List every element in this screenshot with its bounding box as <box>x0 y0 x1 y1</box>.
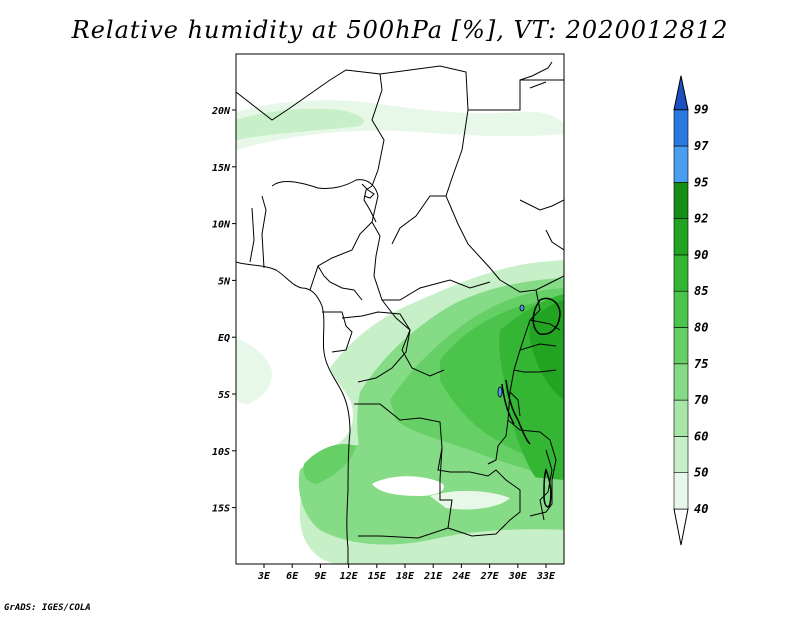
colorbar-band <box>673 399 689 437</box>
lon-tick-label: 9E <box>314 571 327 582</box>
lon-tick-label: 12E <box>340 571 359 582</box>
colorbar-high-triangle <box>673 75 689 111</box>
lon-tick-label: 3E <box>257 571 271 582</box>
lon-tick-label: 30E <box>508 571 528 582</box>
red-sea-coast <box>519 61 553 89</box>
colorbar-band <box>673 290 689 328</box>
border-angola-drc <box>354 403 470 473</box>
lon-tick-label: 15E <box>368 571 387 582</box>
border-sudan-south <box>391 195 446 245</box>
colorbar-band <box>673 182 689 219</box>
lat-tick-label: 15N <box>212 163 231 174</box>
colorbar-label: 75 <box>694 357 708 371</box>
colorbar-label: 99 <box>694 103 708 117</box>
border-malawi <box>539 449 553 521</box>
lon-tick-label: 21E <box>423 571 443 582</box>
border-ethiopia <box>519 199 564 251</box>
lake-malawi-outline <box>543 467 552 508</box>
lat-tick-label: 10N <box>212 220 231 231</box>
border-drc-congo <box>341 311 411 383</box>
border-east-lakes <box>513 319 561 373</box>
lon-tick-label: 18E <box>396 571 415 582</box>
lake-chad-region <box>361 183 375 199</box>
lat-tick-label: 20N <box>211 106 231 117</box>
border-cameroon-car <box>371 221 491 301</box>
colorbar-low-triangle <box>673 508 689 546</box>
border-angola-zambia <box>358 447 453 539</box>
humidity-region-west-coast <box>236 338 272 404</box>
software-credit: GrADS: IGES/COLA <box>4 603 91 613</box>
colorbar-label: 80 <box>694 321 708 335</box>
lon-tick-label: 27E <box>480 571 500 582</box>
colorbar-label: 92 <box>694 212 708 226</box>
colorbar-label: 70 <box>694 393 708 407</box>
humidity-region-southwest-70 <box>303 444 356 484</box>
lake-kivu-marker <box>497 304 525 398</box>
colorbar-label: 60 <box>694 429 708 443</box>
lake-tanganyika-outline <box>501 379 531 445</box>
colorbar-band <box>673 436 689 473</box>
colorbar-band <box>673 145 689 183</box>
colorbar-band <box>673 218 689 256</box>
lat-tick-label: 10S <box>212 447 230 458</box>
political-borders <box>236 61 564 564</box>
map-title: Relative humidity at 500hPa [%], VT: 202… <box>71 16 729 44</box>
map-frame <box>235 53 565 565</box>
colorbar: 40 50 60 70 75 80 85 90 92 95 97 99 <box>673 75 709 546</box>
humidity-region-dry-pocket-2 <box>430 490 510 510</box>
lat-tick-label: 5N <box>218 276 231 287</box>
border-gabon <box>322 311 353 353</box>
latitude-axis: 20N 15N 10N 5N EQ 5S 10S 15S <box>211 106 236 515</box>
lat-tick-label: EQ <box>218 333 230 344</box>
lon-tick-label: 33E <box>536 571 556 582</box>
border-nigeria <box>271 179 379 291</box>
colorbar-band <box>673 472 689 510</box>
humidity-field <box>236 100 564 564</box>
border-tanganyika <box>487 391 521 465</box>
border-chad-sudan <box>379 65 501 281</box>
coastline-lake-victoria <box>532 297 561 335</box>
border-libya-sudan <box>468 79 564 111</box>
colorbar-label: 40 <box>694 502 708 516</box>
coastline-west-africa <box>236 261 351 564</box>
lon-tick-label: 6E <box>286 571 299 582</box>
lat-tick-label: 15S <box>212 504 230 515</box>
colorbar-label: 90 <box>694 248 708 262</box>
colorbar-label: 50 <box>694 466 708 480</box>
border-chad-car <box>363 185 377 223</box>
colorbar-label: 97 <box>694 139 709 153</box>
colorbar-label: 95 <box>694 175 708 189</box>
border-benin-togo <box>249 195 267 269</box>
colorbar-band <box>673 109 689 147</box>
colorbar-band <box>673 363 689 401</box>
humidity-region-east-92 <box>529 300 564 400</box>
lat-tick-label: 5S <box>218 390 230 401</box>
colorbar-band <box>673 254 689 292</box>
cameroon-line <box>317 265 363 301</box>
humidity-region-dry-pocket <box>372 476 444 496</box>
colorbar-label: 85 <box>694 284 708 298</box>
border-east-africa <box>499 275 564 437</box>
border-car-south <box>381 299 445 377</box>
border-zambia <box>447 469 521 537</box>
colorbar-band <box>673 327 689 365</box>
lon-tick-label: 24E <box>451 571 471 582</box>
border-tanzania <box>507 419 557 517</box>
longitude-axis: 3E 6E 9E 12E 15E 18E 21E 24E 27E 30E 33E <box>257 564 556 582</box>
